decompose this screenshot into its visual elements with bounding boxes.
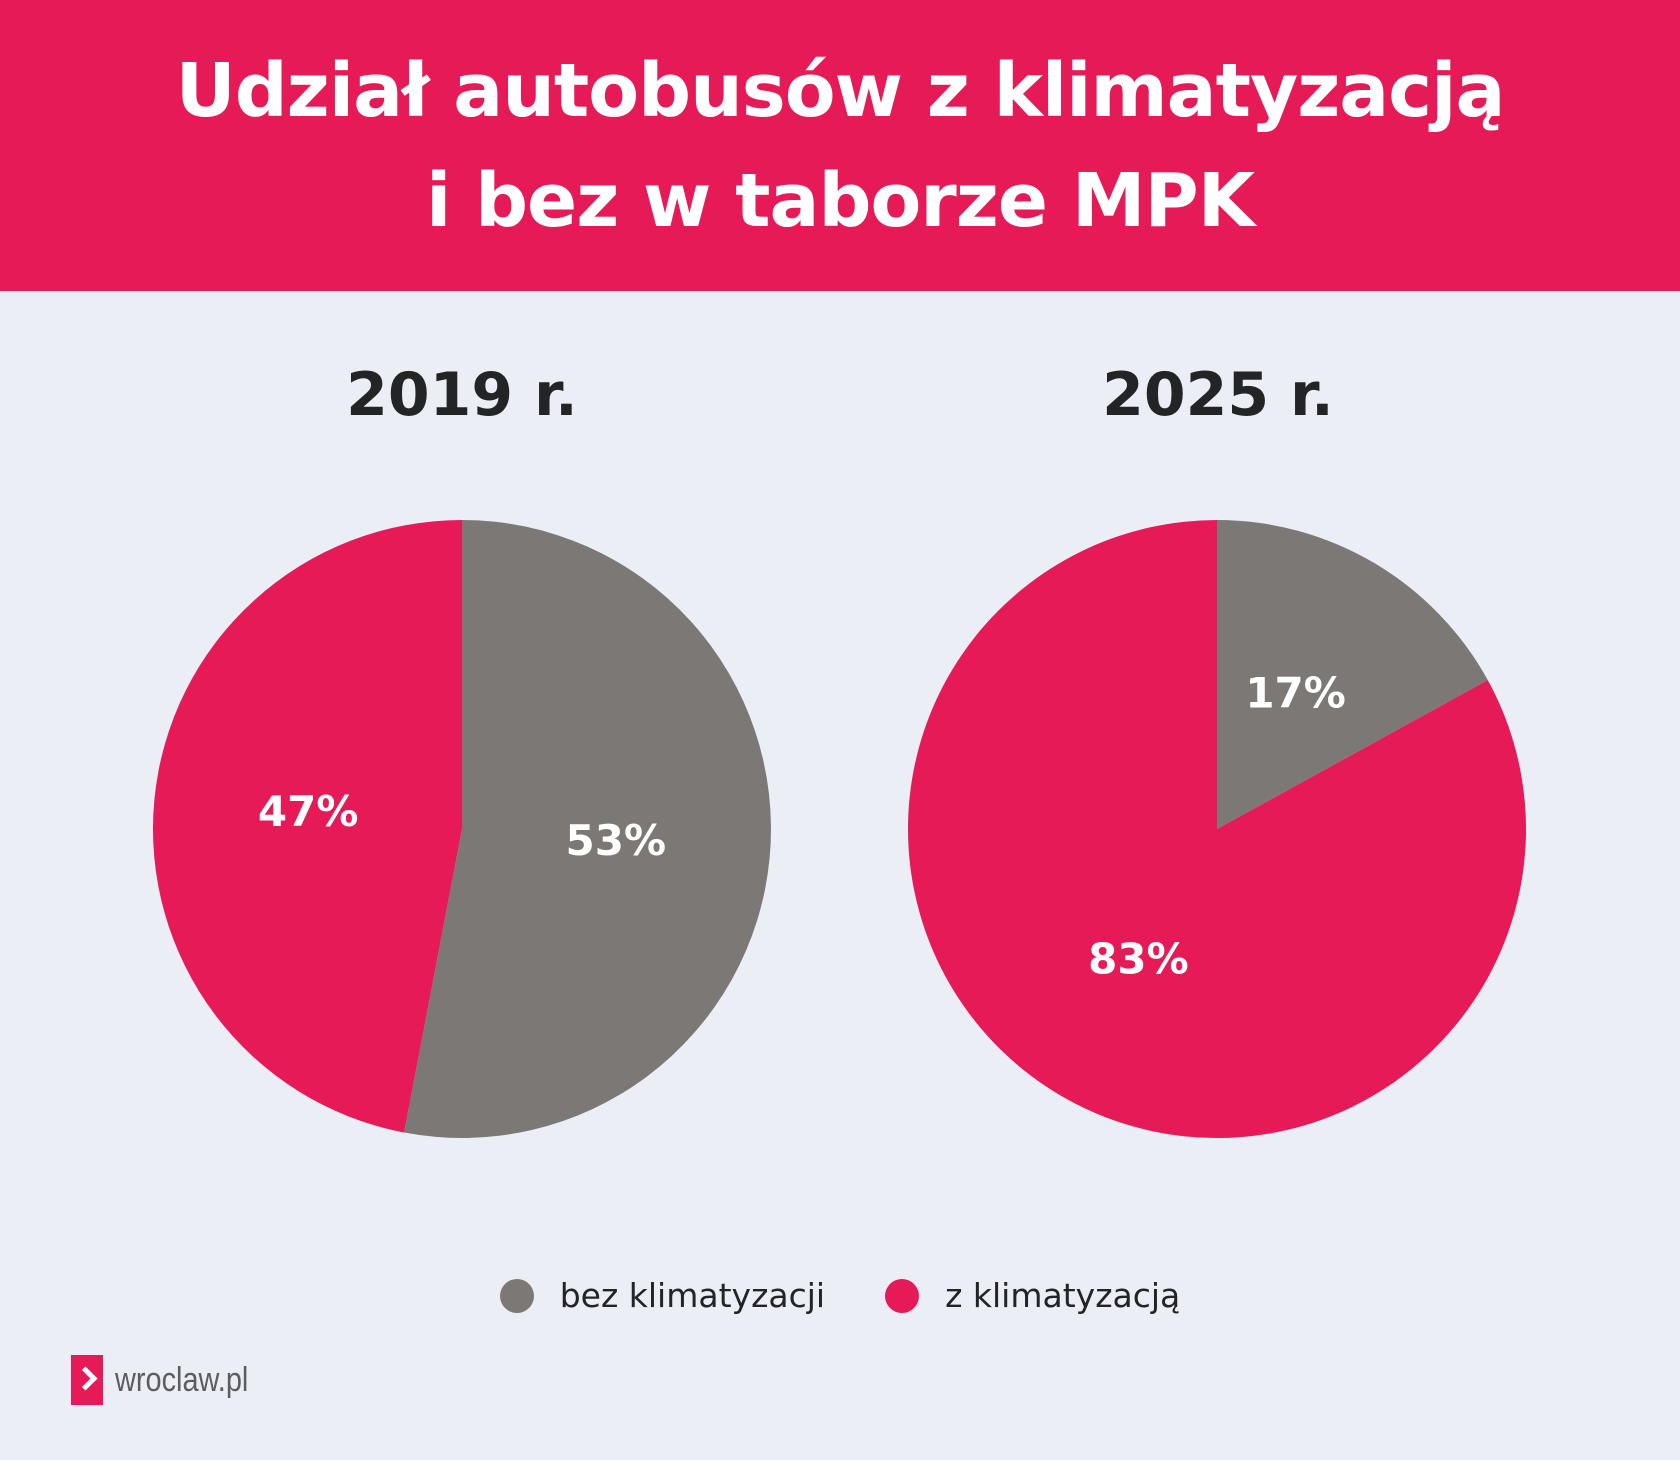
pie-label-2019-bez-klimatyzacji: 53% [566,816,667,865]
pie-slice-2019-z-klimatyzacja [152,520,462,1133]
page-title-line-2: i bez w taborze MPK [425,157,1255,244]
chart-title-2019: 2019 r. [346,360,578,430]
legend: bez klimatyzacji z klimatyzacją [0,1276,1680,1315]
legend-item-bez-klimatyzacji: bez klimatyzacji [499,1276,826,1315]
legend-swatch-gray [499,1278,534,1313]
pie-slice-2025-z-klimatyzacja [908,520,1527,1138]
legend-label-z-klimatyzacja: z klimatyzacją [945,1276,1181,1315]
pie-slice-2019-bez-klimatyzacji [404,520,771,1138]
legend-item-z-klimatyzacja: z klimatyzacją [885,1276,1180,1315]
logo-text: wroclaw.pl [115,1360,249,1399]
pie-label-2025-bez-klimatyzacji: 17% [1245,669,1346,718]
chevron-right-icon [71,1355,103,1405]
legend-label-bez-klimatyzacji: bez klimatyzacji [559,1276,826,1315]
wroclaw-logo: wroclaw.pl [71,1355,272,1405]
pie-label-2025-z-klimatyzacja: 83% [1088,935,1189,984]
legend-swatch-pink [885,1278,920,1313]
pie-label-2019-z-klimatyzacja: 47% [258,787,359,836]
pie-slice-2025-bez-klimatyzacji [1217,520,1488,829]
chart-title-2025: 2025 r. [1102,360,1334,430]
page-title: Udział autobusów z klimatyzacją i bez w … [175,36,1506,256]
page-title-line-1: Udział autobusów z klimatyzacją [175,47,1506,134]
header-banner: Udział autobusów z klimatyzacją i bez w … [0,0,1680,291]
